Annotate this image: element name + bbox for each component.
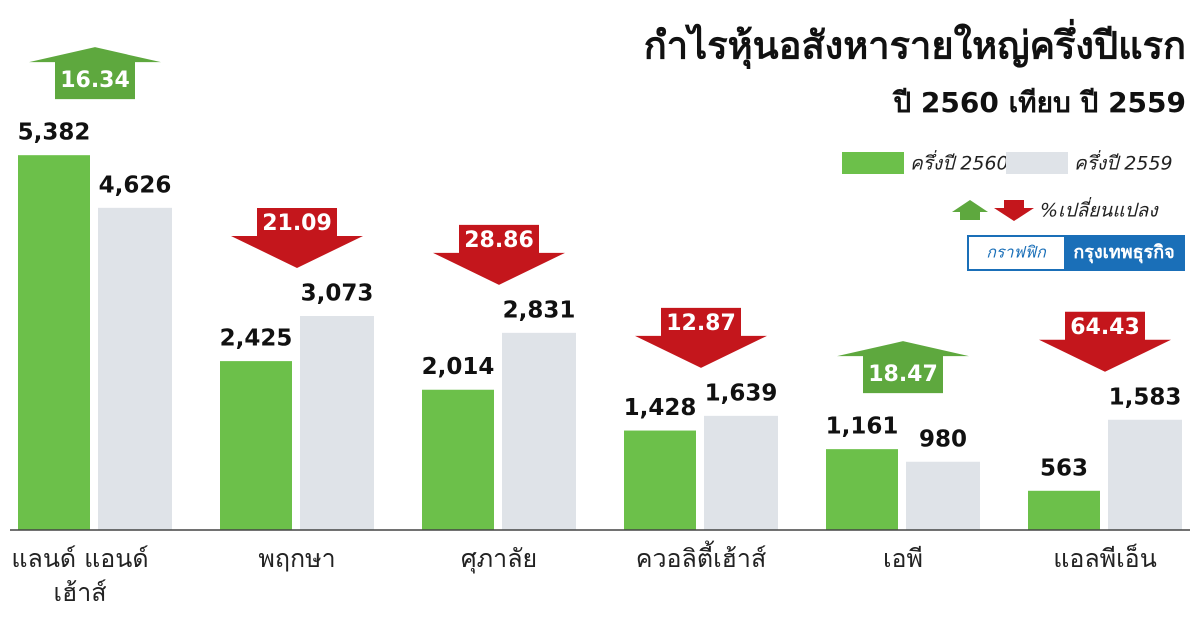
bar	[1108, 419, 1182, 530]
value-label: 4,626	[99, 172, 172, 198]
bar	[18, 155, 90, 531]
value-label: 2,014	[422, 354, 495, 380]
value-label: 2,425	[220, 326, 293, 352]
bar	[704, 415, 778, 530]
bar	[220, 361, 292, 530]
x-tick-label: ควอลิตี้เฮ้าส์	[635, 544, 767, 573]
legend-up-arrow	[952, 200, 988, 220]
bar	[502, 332, 576, 530]
value-label: 1,639	[705, 380, 778, 406]
bar	[300, 315, 374, 530]
value-label: 1,161	[826, 414, 899, 440]
value-label: 1,583	[1109, 384, 1182, 410]
bar	[1028, 490, 1100, 530]
legend-label: ครึ่งปี 2559	[1074, 150, 1173, 175]
value-label: 980	[919, 426, 967, 452]
x-tick-label: ศุภาลัย	[460, 544, 538, 573]
value-label: 5,382	[18, 120, 91, 146]
change-label: 18.47	[868, 362, 938, 387]
change-label: 64.43	[1070, 315, 1140, 340]
bar	[422, 389, 494, 530]
x-tick-label: แอลพีเอ็น	[1053, 544, 1157, 573]
legend-label: ครึ่งปี 2560	[910, 150, 1009, 175]
change-arrow	[1039, 311, 1171, 372]
chart-title: กำไรหุ้นอสังหารายใหญ่ครึ่งปีแรก	[644, 19, 1186, 70]
legend-swatch	[842, 152, 904, 174]
chart-subtitle: ปี 2560 เทียบ ปี 2559	[891, 86, 1186, 119]
legend-swatch	[1006, 152, 1068, 174]
bar	[624, 430, 696, 530]
legend-label: %เปลี่ยนแปลง	[1040, 197, 1159, 222]
credit-right: กรุงเทพธุรกิจ	[1073, 242, 1174, 264]
x-tick-label: พฤกษา	[258, 544, 336, 573]
value-label: 1,428	[624, 395, 697, 421]
credit-fill	[1064, 236, 1184, 270]
change-label: 16.34	[60, 68, 130, 93]
bar	[98, 207, 172, 530]
change-label: 21.09	[262, 211, 332, 236]
value-label: 563	[1040, 455, 1088, 481]
credit-left: กราฟฟิก	[986, 243, 1047, 262]
bar	[906, 461, 980, 530]
change-arrow	[837, 341, 969, 394]
x-tick-label: แลนด์ แอนด์ เฮ้าส์	[11, 544, 149, 607]
x-tick-label: เอพี	[882, 544, 924, 573]
change-arrow	[231, 207, 363, 268]
change-arrow	[635, 307, 767, 368]
change-label: 28.86	[464, 228, 534, 253]
value-label: 2,831	[503, 297, 576, 323]
legend-down-arrow	[994, 200, 1034, 221]
change-arrow	[29, 47, 161, 100]
value-label: 3,073	[301, 280, 374, 306]
change-arrow	[433, 224, 565, 285]
change-label: 12.87	[666, 311, 736, 336]
bar	[826, 449, 898, 530]
